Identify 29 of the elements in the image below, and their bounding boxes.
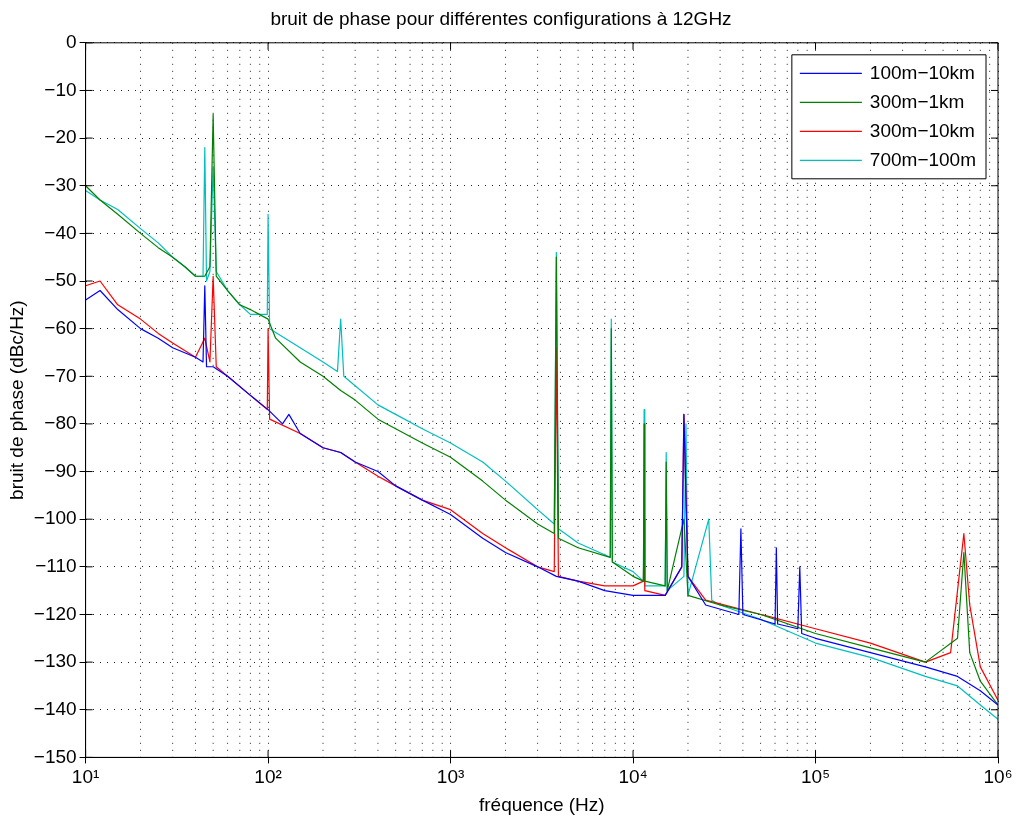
y-axis-title: bruit de phase (dBc/Hz) xyxy=(5,300,27,500)
y-tick-label: −140 xyxy=(33,697,77,719)
y-tick-label: 0 xyxy=(66,31,77,53)
legend-label: 300m−10km xyxy=(869,119,975,141)
y-tick-label: −130 xyxy=(33,650,77,672)
y-tick-label: −40 xyxy=(44,221,77,243)
x-tick-label: 10¹ xyxy=(71,766,100,788)
y-tick-label: −80 xyxy=(44,412,77,434)
x-tick-label: 10³ xyxy=(436,766,465,788)
legend-label: 100m−10km xyxy=(869,61,975,83)
y-tick-label: −10 xyxy=(44,78,77,100)
x-tick-label: 10⁵ xyxy=(801,766,831,788)
x-tick-label: 10⁶ xyxy=(983,766,1013,788)
y-tick-label: −90 xyxy=(44,459,77,481)
x-axis-title: fréquence (Hz) xyxy=(478,793,605,815)
y-tick-label: −50 xyxy=(44,269,77,291)
y-tick-label: −120 xyxy=(33,602,77,624)
chart-title: bruit de phase pour différentes configurations à 12GHz xyxy=(270,7,732,29)
x-tick-label: 10⁴ xyxy=(618,766,648,788)
y-tick-label: −110 xyxy=(35,555,77,577)
y-tick-label: −30 xyxy=(44,173,77,195)
y-tick-label: −150 xyxy=(33,745,77,767)
y-tick-label: −60 xyxy=(44,316,77,338)
y-tick-label: −70 xyxy=(44,364,77,386)
legend-label: 300m−1km xyxy=(869,90,965,112)
y-tick-label: −100 xyxy=(33,507,77,529)
x-tick-label: 10² xyxy=(254,766,282,788)
legend-label: 700m−100m xyxy=(869,148,976,170)
y-tick-label: −20 xyxy=(44,126,77,148)
